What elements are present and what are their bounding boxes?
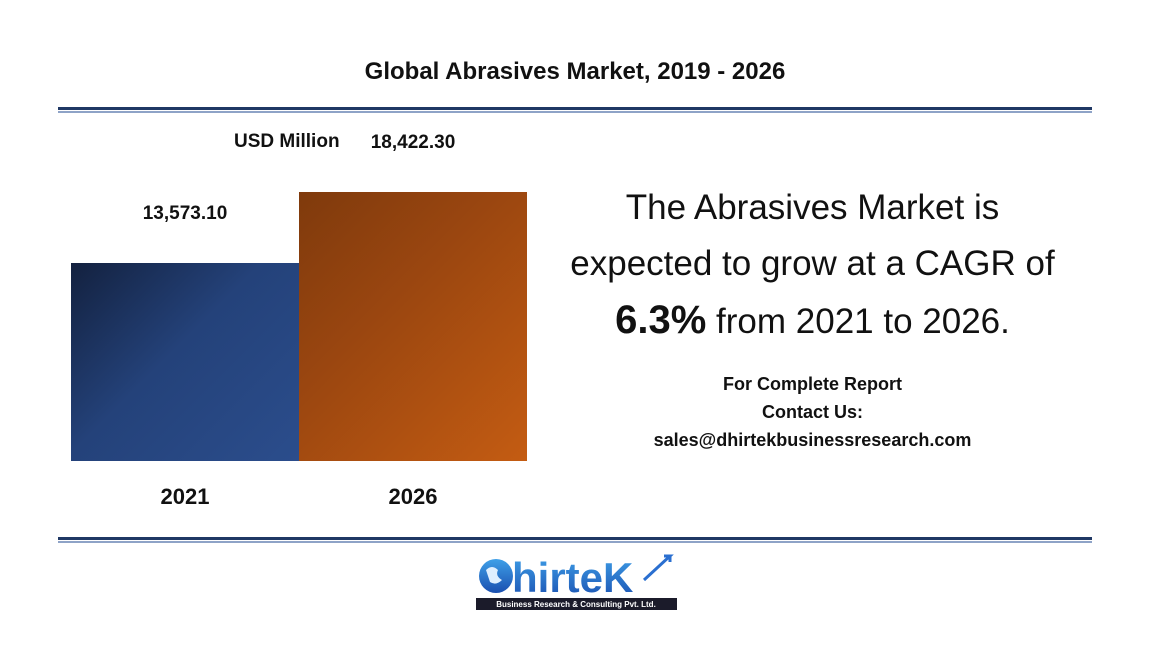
- x-tick-2026: 2026: [388, 484, 438, 509]
- contact-line-1: For Complete Report: [722, 374, 902, 394]
- svg-text:Business Research & Consulting: Business Research & Consulting Pvt. Ltd.: [496, 600, 656, 609]
- chart-title: Global Abrasives Market, 2019 - 2026: [364, 58, 786, 85]
- cagr-headline: The Abrasives Market is expected to grow…: [535, 180, 1090, 350]
- contact-block: For Complete Report Contact Us: sales@dh…: [560, 370, 1065, 454]
- contact-line-2: Contact Us:: [761, 402, 863, 422]
- y-unit-label: USD Million: [234, 131, 340, 152]
- data-label-2026: 18,422.30: [370, 132, 456, 154]
- bottom-divider: [58, 537, 1092, 543]
- headline-line-3: from 2021 to 2026.: [706, 302, 1010, 341]
- svg-text:hirteK: hirteK: [512, 554, 633, 601]
- headline-line-2: expected to grow at a CAGR of: [570, 244, 1055, 283]
- x-tick-2021: 2021: [160, 484, 210, 509]
- bar-plot: 13,573.10 18,422.30: [71, 132, 527, 461]
- headline-line-1: The Abrasives Market is: [625, 188, 1000, 227]
- data-label-2021: 13,573.10: [142, 202, 228, 224]
- contact-email[interactable]: sales@dhirtekbusinessresearch.com: [653, 430, 972, 450]
- top-divider: [58, 107, 1092, 113]
- bar-2026: [299, 192, 527, 461]
- bar-2021: [71, 262, 299, 461]
- dhirtek-logo: hirteK Business Research & Consulting Pv…: [476, 554, 677, 610]
- cagr-value: 6.3%: [615, 298, 707, 342]
